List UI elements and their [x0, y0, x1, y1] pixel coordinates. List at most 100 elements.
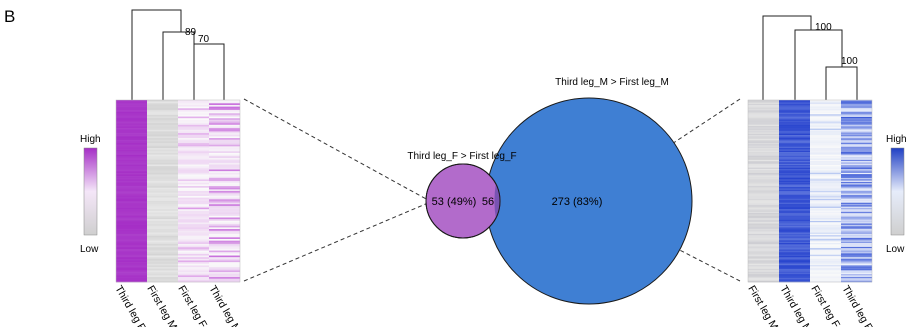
heatmap-cell — [810, 161, 841, 163]
heatmap-cell — [209, 220, 240, 223]
heatmap-cell — [147, 124, 178, 127]
heatmap-cell — [841, 240, 872, 242]
heatmap-cell — [178, 139, 209, 142]
heatmap-cell — [209, 227, 240, 230]
heatmap-cell — [810, 170, 841, 172]
heatmap-cell — [116, 134, 147, 137]
heatmap-cell — [748, 185, 779, 188]
heatmap-cell — [178, 200, 209, 203]
heatmap-cell — [810, 178, 841, 180]
heatmap-cell — [841, 172, 872, 175]
heatmap-cell — [209, 272, 240, 275]
heatmap-cell — [147, 280, 178, 283]
heatmap-cell — [810, 188, 841, 190]
heatmap-cell — [748, 119, 779, 122]
heatmap-cell — [209, 161, 240, 164]
right-scale-low: Low — [886, 244, 905, 255]
heatmap-cell — [748, 162, 779, 164]
heatmap-cell — [779, 122, 810, 124]
heatmap-cell — [748, 249, 779, 252]
heatmap-cell — [116, 104, 147, 107]
heatmap-cell — [841, 218, 872, 220]
heatmap-cell — [178, 205, 209, 208]
heatmap-cell — [841, 145, 872, 148]
heatmap-cell — [779, 235, 810, 237]
heatmap-cell — [779, 192, 810, 194]
heatmap-cell — [116, 114, 147, 117]
heatmap-cell — [116, 126, 147, 129]
heatmap-cell — [779, 244, 810, 246]
heatmap-cell — [748, 194, 779, 197]
heatmap-cell — [116, 240, 147, 243]
heatmap-cell — [209, 232, 240, 235]
heatmap-cell — [178, 121, 209, 124]
heatmap-cell — [748, 127, 779, 129]
heatmap-cell — [147, 245, 178, 248]
heatmap-cell — [147, 146, 178, 149]
heatmap-cell — [209, 192, 240, 195]
heatmap-cell — [209, 108, 240, 111]
heatmap-cell — [810, 254, 841, 257]
heatmap-cell — [209, 273, 240, 276]
heatmap-cell — [779, 126, 810, 128]
heatmap-cell — [116, 212, 147, 215]
heatmap-cell — [116, 113, 147, 116]
heatmap-cell — [748, 209, 779, 211]
right-scale-high: High — [886, 134, 907, 145]
heatmap-cell — [810, 246, 841, 249]
heatmap-cell — [810, 256, 841, 258]
heatmap-cell — [779, 258, 810, 261]
heatmap-cell — [779, 180, 810, 183]
heatmap-cell — [810, 180, 841, 183]
heatmap-cell — [116, 189, 147, 192]
heatmap-cell — [748, 101, 779, 103]
heatmap-cell — [147, 136, 178, 139]
heatmap-cell — [841, 157, 872, 159]
heatmap-cell — [810, 253, 841, 255]
right-color-scale — [890, 147, 905, 236]
heatmap-cell — [748, 123, 779, 125]
heatmap-cell — [209, 111, 240, 114]
heatmap-cell — [748, 224, 779, 227]
heatmap-cell — [209, 146, 240, 149]
heatmap-cell — [748, 244, 779, 246]
heatmap-cell — [779, 101, 810, 103]
heatmap-cell — [810, 137, 841, 140]
heatmap-cell — [116, 182, 147, 185]
heatmap-cell — [178, 252, 209, 255]
heatmap-cell — [178, 103, 209, 106]
heatmap-cell — [810, 141, 841, 144]
heatmap-cell — [748, 158, 779, 161]
heatmap-cell — [810, 158, 841, 161]
heatmap-cell — [178, 265, 209, 268]
heatmap-cell — [810, 219, 841, 222]
heatmap-cell — [116, 100, 147, 102]
heatmap-cell — [748, 150, 779, 153]
heatmap-cell — [841, 206, 872, 209]
heatmap-cell — [779, 183, 810, 185]
heatmap-cell — [209, 195, 240, 198]
heatmap-cell — [209, 182, 240, 185]
heatmap-cell — [147, 164, 178, 167]
heatmap-cell — [810, 261, 841, 263]
heatmap-cell — [779, 237, 810, 240]
heatmap-cell — [748, 241, 779, 244]
heatmap-cell — [147, 138, 178, 140]
heatmap-cell — [779, 110, 810, 112]
heatmap-cell — [209, 191, 240, 193]
heatmap-cell — [748, 148, 779, 150]
heatmap-cell — [116, 215, 147, 218]
heatmap-cell — [209, 237, 240, 240]
heatmap-cell — [147, 220, 178, 223]
heatmap-cell — [779, 224, 810, 227]
heatmap-cell — [116, 250, 147, 253]
heatmap-cell — [748, 145, 779, 148]
heatmap-cell — [147, 199, 178, 202]
heatmap-cell — [209, 157, 240, 160]
heatmap-cell — [116, 280, 147, 283]
heatmap-cell — [810, 144, 841, 146]
heatmap-cell — [748, 254, 779, 257]
heatmap-cell — [147, 133, 178, 136]
heatmap-cell — [841, 274, 872, 276]
heatmap-cell — [116, 210, 147, 213]
